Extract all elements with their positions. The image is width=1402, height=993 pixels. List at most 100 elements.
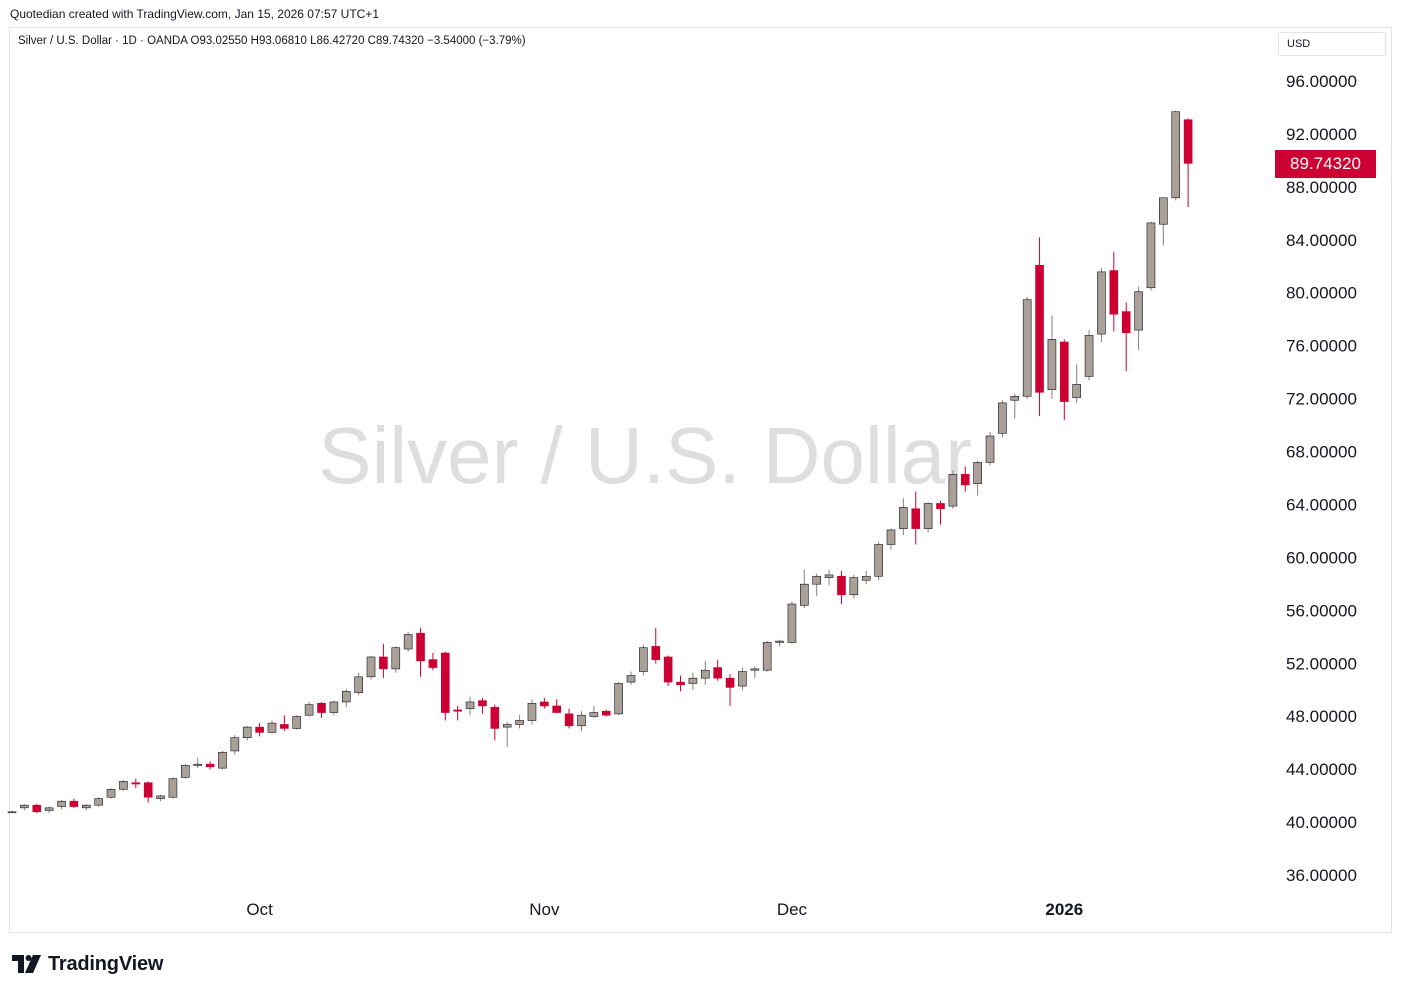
candle-body [379,656,388,670]
candle [1047,315,1057,399]
candle-body [119,781,128,790]
candle-body [936,503,945,510]
candle-body [948,474,958,507]
candle [564,708,574,729]
candle [329,700,339,716]
candle [861,570,871,585]
candle-body [676,681,685,686]
candle [57,799,66,810]
candle-body [911,508,921,529]
candle [478,697,487,714]
candle [948,470,958,509]
candle-body [131,782,141,785]
candle-body [1010,395,1020,401]
candle-body [874,544,883,577]
price-tick-label: 80.00000 [1286,284,1357,303]
candle [465,696,475,716]
candle [131,778,141,788]
candle [515,715,524,729]
candle [1097,267,1106,343]
candle [391,646,401,673]
tradingview-brand[interactable]: TradingView [12,952,163,976]
candle-body [317,702,326,713]
candle-body [1035,264,1044,393]
candle-body [156,795,165,799]
time-tick-label: 2026 [1045,900,1083,919]
candle [106,787,116,799]
candle-body [416,632,425,662]
candle-body [564,713,574,727]
candle-body [1097,271,1106,335]
candle-body [267,722,277,733]
candle-body [552,705,562,713]
candle [1035,237,1044,417]
candle [936,500,945,525]
candle-body [181,765,190,778]
candle [713,659,722,681]
candle-body [1047,339,1057,390]
candle [193,757,202,769]
candles-layer [7,110,1193,814]
candle [812,573,822,597]
candle-body [998,402,1007,434]
candle [32,803,42,814]
candle [81,803,91,811]
candle [490,704,500,741]
candle-body [775,640,784,643]
symbol-watermark: Silver / U.S. Dollar [318,411,971,500]
candle [725,674,735,706]
candle [69,798,79,808]
candle [1084,330,1094,381]
chart-frame[interactable] [9,27,1392,933]
candle [824,569,834,586]
candle-body [1171,111,1181,199]
candle [366,655,376,680]
time-axis: Oct Nov Dec 2026 [246,900,1083,919]
candle-body [94,798,103,806]
candle [230,735,240,755]
candle-body [861,575,871,581]
candle-body [32,804,42,813]
candle [317,701,326,718]
candle [527,699,537,725]
time-tick-label: Dec [777,900,808,919]
tradingview-logo-icon [12,955,41,973]
candle-body [242,726,252,738]
currency-button[interactable]: USD [1278,32,1386,56]
candle-body [700,669,710,679]
candle-body [218,751,227,769]
candle-body [453,709,462,712]
candle [589,705,599,718]
candle-body [143,782,153,798]
candle-body [985,435,995,463]
candle-body [1109,270,1119,315]
candle [181,764,190,779]
candle [1134,286,1143,350]
candle [923,502,933,533]
candle [800,569,809,609]
last-price-label: 89.74320 [1275,150,1376,178]
candle [874,541,883,581]
candle [1022,297,1032,399]
candle-body [1022,299,1032,397]
candle-body [168,778,178,798]
price-tick-label: 68.00000 [1286,443,1357,462]
candle-body [255,726,264,733]
candle [985,432,995,466]
candle-body [230,737,240,752]
candle [20,803,29,811]
candle-body [639,647,648,672]
candle [626,671,636,685]
candle [960,466,970,492]
candle-body [7,811,17,814]
candle [787,601,797,644]
candle-body [824,574,834,578]
candle-body [478,700,487,707]
price-tick-label: 40.00000 [1286,813,1357,832]
candle-body [106,789,116,798]
symbol-ohlc-line[interactable]: Silver / U.S. Dollar · 1D · OANDA O93.02… [18,35,526,47]
candle [700,660,710,685]
candle [1060,339,1069,421]
candle [416,627,425,677]
